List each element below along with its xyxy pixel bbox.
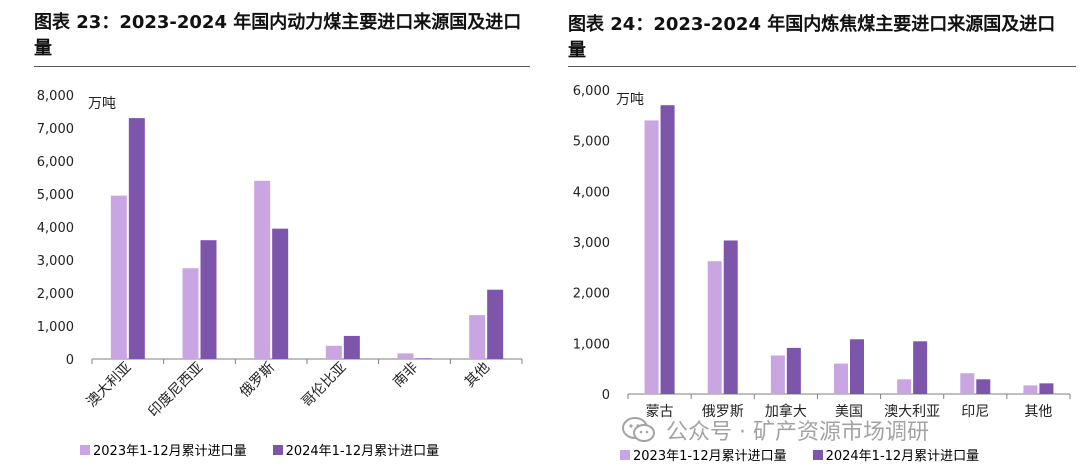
legend: 2023年1-12月累计进口量 2024年1-12月累计进口量 <box>80 440 465 459</box>
y-tick-label: 5,000 <box>573 135 610 150</box>
chart-panel-coking-coal: 图表 24：2023-2024 年国内炼焦煤主要进口来源国及进口量 0 1,000… <box>540 0 1080 474</box>
y-tick-label: 7,000 <box>37 122 74 137</box>
y-tick-label: 8,000 <box>37 89 74 104</box>
x-category-label: 印度尼西亚 <box>146 360 207 421</box>
bar-2024-5 <box>913 341 928 394</box>
x-category-label: 美国 <box>835 404 863 420</box>
y-axis-unit-label: 万吨 <box>88 96 116 112</box>
bar-2023-4 <box>325 345 342 359</box>
watermark-text: 公众号 · 矿产资源市场调研 <box>666 420 929 445</box>
y-tick-label: 1,000 <box>37 320 74 335</box>
x-category-label: 其他 <box>462 360 493 391</box>
bar-2024-1 <box>128 118 145 359</box>
x-category-label: 澳大利亚 <box>884 404 940 420</box>
bar-2023-6 <box>960 373 975 394</box>
x-category-label: 俄罗斯 <box>237 360 278 401</box>
legend: 2023年1-12月累计进口量 2024年1-12月累计进口量 <box>620 445 1005 464</box>
bar-2024-6 <box>976 379 991 394</box>
legend-swatch-2024 <box>272 444 283 455</box>
y-tick-label: 5,000 <box>37 188 74 203</box>
bar-2023-2 <box>182 268 199 359</box>
bar-2023-6 <box>469 315 486 359</box>
y-tick-label: 6,000 <box>37 155 74 170</box>
y-tick-label: 1,000 <box>573 337 610 352</box>
y-axis-unit-label: 万吨 <box>616 92 644 108</box>
bar-2023-5 <box>897 379 912 394</box>
bar-2024-4 <box>343 335 360 359</box>
bar-2023-4 <box>834 363 848 394</box>
bar-2024-2 <box>200 240 217 359</box>
bar-2023-1 <box>644 120 659 395</box>
x-category-label: 哥伦比亚 <box>299 360 350 411</box>
bar-chart-steam-coal: 0 1,000 2,000 3,000 4,000 5,000 6,000 7,000 8,00… <box>37 89 523 421</box>
y-tick-label: 4,000 <box>37 221 74 236</box>
bar-2023-2 <box>707 261 722 394</box>
bar-2024-3 <box>786 347 801 394</box>
y-tick-label: 0 <box>602 388 610 403</box>
legend-label-2023: 2023年1-12月累计进口量 <box>93 444 247 459</box>
legend-label-2024: 2024年1-12月累计进口量 <box>285 444 440 459</box>
bar-2024-7 <box>1039 383 1054 394</box>
chart-title: 图表 23：2023-2024 年国内动力煤主要进口来源国及进口量 <box>34 12 522 59</box>
legend-swatch-2024 <box>812 449 823 460</box>
watermark: 公众号 · 矿产资源市场调研 <box>622 414 929 446</box>
y-tick-label: 0 <box>66 353 74 368</box>
wechat-icon <box>622 417 655 442</box>
legend-swatch-2023 <box>620 449 630 460</box>
bar-2023-3 <box>254 180 271 359</box>
bar-2023-5 <box>397 353 414 359</box>
x-category-label: 南非 <box>390 360 421 391</box>
x-category-label: 澳大利亚 <box>84 360 135 411</box>
legend-label-2023: 2023年1-12月累计进口量 <box>633 449 787 464</box>
bar-2023-3 <box>770 355 785 394</box>
title-rule <box>34 66 530 67</box>
x-category-label: 加拿大 <box>765 403 807 420</box>
y-tick-label: 3,000 <box>37 254 74 269</box>
bar-2024-5 <box>415 358 432 360</box>
x-category-label: 蒙古 <box>646 404 674 420</box>
y-tick-label: 6,000 <box>573 84 610 99</box>
x-category-label: 其他 <box>1024 404 1052 420</box>
y-tick-label: 3,000 <box>573 236 610 251</box>
bar-2024-3 <box>272 228 289 359</box>
legend-label-2024: 2024年1-12月累计进口量 <box>825 449 980 464</box>
x-category-label: 俄罗斯 <box>702 404 744 420</box>
title-rule <box>568 66 1076 67</box>
chart-panel-steam-coal: 图表 23：2023-2024 年国内动力煤主要进口来源国及进口量 0 1,000… <box>34 12 530 459</box>
y-tick-label: 4,000 <box>573 185 610 200</box>
y-tick-label: 2,000 <box>37 287 74 302</box>
chart-title: 图表 24：2023-2024 年国内炼焦煤主要进口来源国及进口量 <box>568 14 1056 61</box>
bar-2024-6 <box>487 289 504 359</box>
x-category-label: 印尼 <box>961 404 989 420</box>
bar-2023-1 <box>110 195 127 359</box>
bar-2024-1 <box>660 105 675 394</box>
y-tick-label: 2,000 <box>573 287 610 302</box>
bar-2024-2 <box>723 240 738 394</box>
bar-2023-7 <box>1023 385 1038 394</box>
bar-2024-4 <box>850 339 864 394</box>
legend-swatch-2023 <box>80 444 90 455</box>
